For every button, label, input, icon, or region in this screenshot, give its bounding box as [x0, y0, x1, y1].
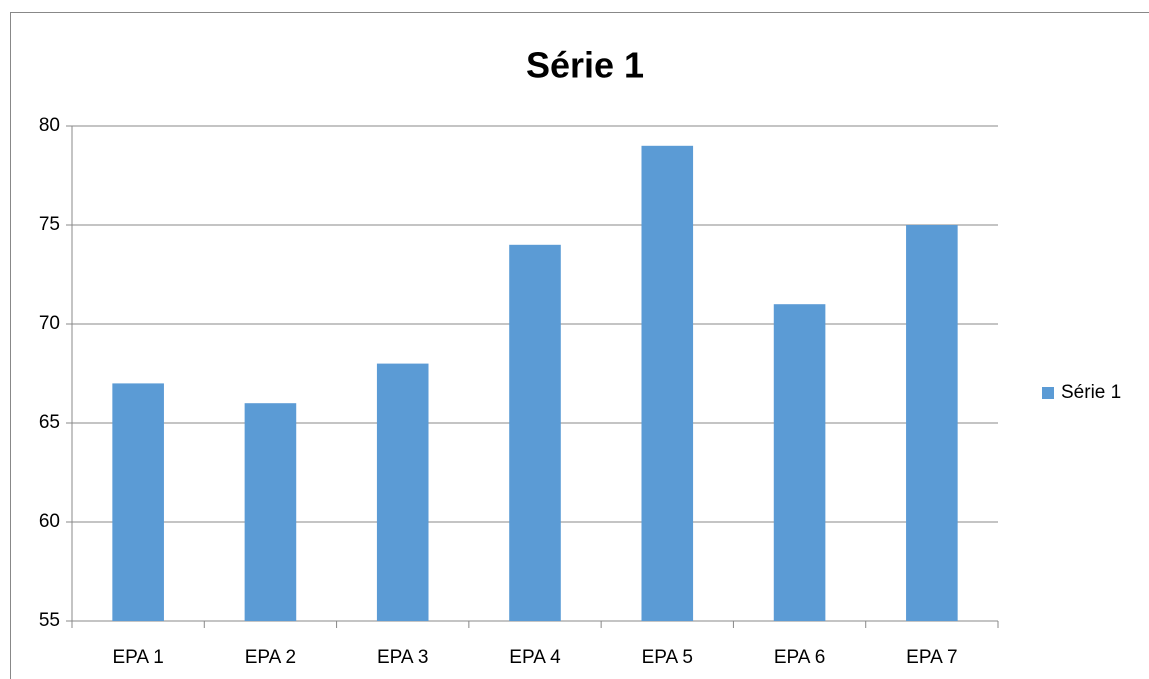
y-tick-label: 80	[39, 115, 60, 136]
chart-title: Série 1	[526, 45, 644, 86]
bar	[641, 145, 694, 622]
bar	[376, 363, 429, 621]
x-tick-label: EPA 5	[642, 647, 693, 668]
bar	[509, 244, 561, 622]
legend-swatch	[1042, 387, 1054, 399]
x-tick-label: EPA 2	[245, 647, 296, 668]
x-tick-label: EPA 6	[774, 647, 825, 668]
x-tick-label: EPA 1	[112, 647, 163, 668]
x-tick-label: EPA 3	[377, 647, 428, 668]
y-tick-label: 55	[39, 610, 60, 631]
y-tick-label: 65	[39, 412, 60, 433]
legend-label: Série 1	[1061, 382, 1121, 403]
y-tick-label: 60	[39, 511, 60, 532]
bar	[112, 383, 164, 621]
chart-frame	[10, 12, 1149, 679]
y-tick-label: 70	[39, 313, 60, 334]
y-tick-label: 75	[39, 214, 60, 235]
x-tick-label: EPA 4	[509, 647, 561, 668]
bar	[773, 304, 826, 621]
x-tick-label: EPA 7	[906, 647, 957, 668]
bar	[244, 403, 297, 621]
bar	[906, 225, 958, 621]
